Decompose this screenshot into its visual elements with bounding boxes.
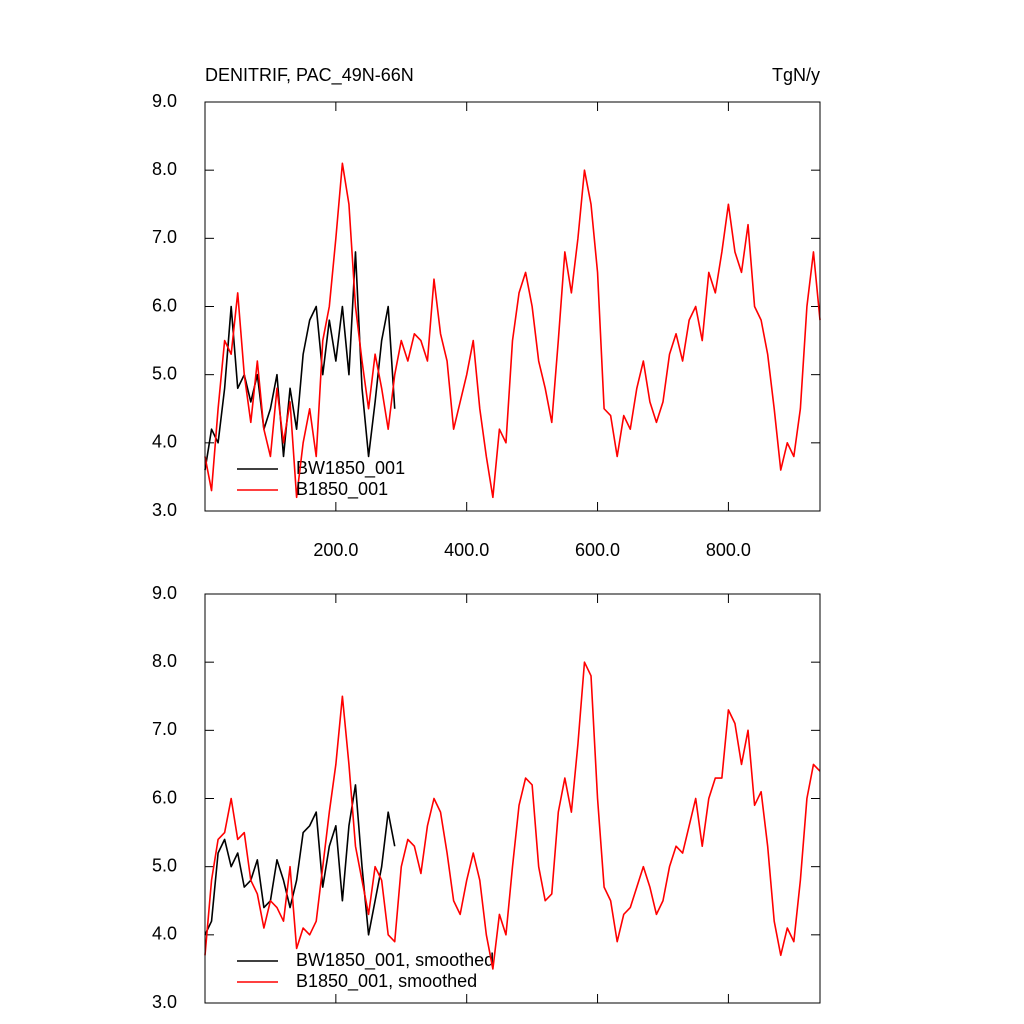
y-tick-label: 7.0: [152, 719, 177, 739]
y-tick-label: 4.0: [152, 432, 177, 452]
y-tick-label: 9.0: [152, 91, 177, 111]
y-tick-label: 6.0: [152, 295, 177, 315]
y-tick-label: 3.0: [152, 500, 177, 520]
legend-label: B1850_001: [296, 479, 388, 500]
x-tick-label: 800.0: [706, 540, 751, 560]
series-line: [204, 162, 821, 499]
series-line: [204, 784, 396, 936]
x-tick-label: 200.0: [313, 540, 358, 560]
series-line: [204, 251, 396, 471]
series-line: [204, 661, 821, 970]
y-tick-label: 9.0: [152, 583, 177, 603]
plot-frame: [204, 101, 821, 512]
plot-frame: [204, 593, 821, 1004]
legend-label: B1850_001, smoothed: [296, 971, 477, 992]
y-tick-label: 8.0: [152, 159, 177, 179]
y-tick-label: 7.0: [152, 227, 177, 247]
x-tick-label: 400.0: [444, 540, 489, 560]
chart-title: DENITRIF, PAC_49N-66N: [205, 65, 414, 86]
x-tick-label: 600.0: [575, 540, 620, 560]
y-tick-label: 4.0: [152, 924, 177, 944]
y-tick-label: 8.0: [152, 651, 177, 671]
y-tick-label: 5.0: [152, 363, 177, 383]
y-tick-label: 3.0: [152, 992, 177, 1012]
y-tick-label: 5.0: [152, 855, 177, 875]
legend-label: BW1850_001, smoothed: [296, 950, 494, 971]
units-label: TgN/y: [772, 65, 820, 85]
y-tick-label: 6.0: [152, 787, 177, 807]
legend-label: BW1850_001: [296, 458, 405, 479]
